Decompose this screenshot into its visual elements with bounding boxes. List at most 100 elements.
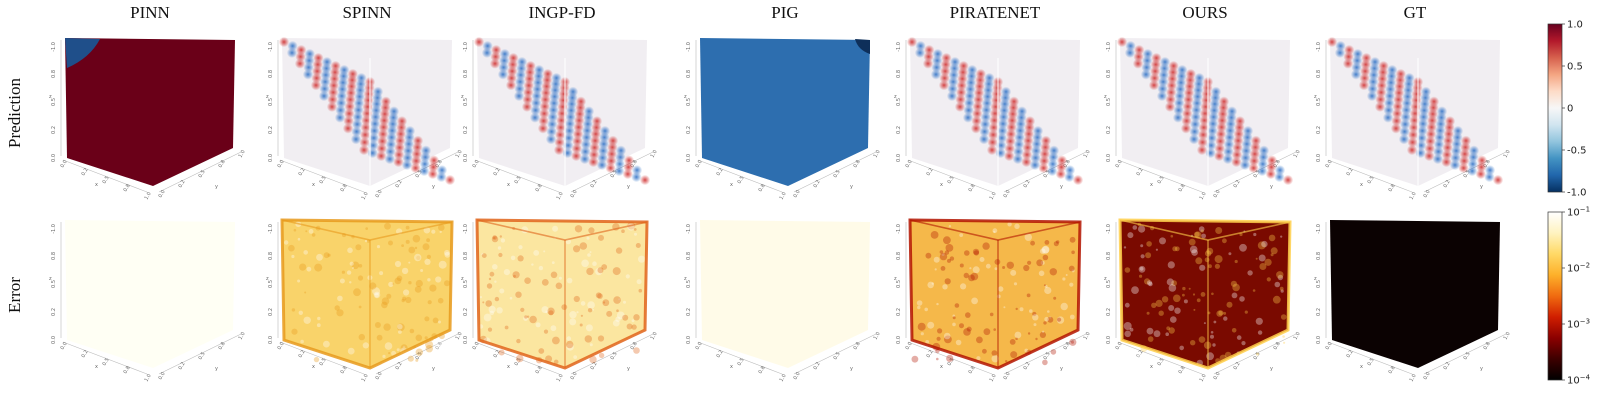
z-tick-label: 0.5 [268,280,274,288]
z-tick-label: 0.2 [1106,126,1112,134]
y-tick-label: 0.0 [1423,189,1432,199]
y-axis-label: y [850,184,853,190]
error-speckle [284,221,451,363]
x-axis-label: x [940,182,943,188]
z-tick-label: -1.0 [1316,42,1322,52]
y-tick-label: 0.5 [1043,351,1052,361]
z-axis-label: z [684,94,687,100]
z-tick-label: 0.5 [268,98,274,106]
lattice-dots [278,36,456,186]
y-axis-label: y [1270,366,1273,372]
x-tick-label: 0.0 [1115,159,1124,169]
y-tick-label: 0.8 [853,159,862,169]
z-tick-label: -1.0 [51,224,57,234]
z-tick-label: 0.8 [1316,252,1322,260]
x-tick-label: 1.0 [1199,373,1208,383]
z-axis-label: z [1314,276,1317,282]
y-tick-label: 0.8 [1483,341,1492,351]
x-tick-label: 0.8 [340,183,349,193]
x-tick-label: 0.0 [60,159,69,169]
x-tick-label: 1.0 [1409,373,1418,383]
z-tick-label: 0.5 [1316,280,1322,288]
y-tick-label: 0.0 [793,371,802,381]
z-tick-label: -1.0 [686,42,692,52]
z-axis-label: z [1104,94,1107,100]
x-tick-label: 0.0 [695,341,704,351]
z-tick-label: 0.2 [463,126,469,134]
y-tick-label: 0.0 [158,371,167,381]
y-tick-label: 0.5 [1463,351,1472,361]
y-tick-label: 1.0 [873,331,882,341]
x-tick-label: 0.5 [1157,175,1166,185]
x-tick-label: 0.8 [1388,365,1397,375]
cube-volume [477,220,647,368]
x-tick-label: 0.0 [905,341,914,351]
y-tick-label: 0.5 [1463,169,1472,179]
y-tick-label: 0.5 [198,169,207,179]
column-titles: PINN SPINN INGP-FD PIG PIRATENET OURS GT [130,3,1427,22]
x-tick-label: 0.2 [1136,349,1145,359]
x-tick-label: 0.0 [472,159,481,169]
y-tick-label: 0.5 [1253,351,1262,361]
z-tick-label: 0.2 [463,308,469,316]
x-tick-label: 0.8 [758,365,767,375]
z-tick-label: 0.8 [51,252,57,260]
y-tick-label: 0.8 [630,159,639,169]
y-tick-label: 0.2 [1443,361,1452,371]
z-axis-label: z [1104,276,1107,282]
y-tick-label: 0.2 [178,361,187,371]
x-tick-label: 0.0 [1115,341,1124,351]
colorbar-tick-label: -1.0 [1567,188,1587,199]
z-tick-label: -1.0 [1316,224,1322,234]
z-tick-label: 0.5 [686,280,692,288]
z-tick-label: 0.5 [686,98,692,106]
y-tick-label: 1.0 [1503,331,1512,341]
z-tick-label: 0.8 [463,252,469,260]
row-labels: Prediction Error [5,78,24,313]
colorbar-tick-label: 1.0 [1567,20,1583,31]
x-tick-label: 0.0 [1325,159,1334,169]
panel-error-gt: -1.0 0.8 0.5 0.2 0.0 z 0.0 0.2 0.5 0.8 1.0 x 0.0 0.2 0… [1314,220,1512,383]
x-tick-label: 0.5 [947,175,956,185]
x-tick-label: 0.2 [1346,167,1355,177]
x-axis-label: x [312,182,315,188]
panel-prediction-pinn: -1.0 0.8 0.5 0.2 0.0 z 0.0 0.2 0.5 0.8 1.0 x 0.0 0.2 0… [49,38,247,201]
colorbar-tick-label: 0.5 [1567,62,1583,73]
x-tick-label: 0.8 [340,365,349,375]
z-tick-label: -1.0 [1106,224,1112,234]
y-tick-label: 0.0 [1213,189,1222,199]
x-tick-label: 0.8 [123,183,132,193]
y-axis-label: y [215,366,218,372]
row-label-prediction: Prediction [5,78,24,148]
panel-prediction-pig: -1.0 0.8 0.5 0.2 0.0 z 0.0 0.2 0.5 0.8 1.0 x 0.0 0.2 0… [684,38,882,201]
z-tick-label: 0.2 [1106,308,1112,316]
z-tick-label: 0.0 [463,154,469,162]
z-tick-label: -1.0 [896,42,902,52]
z-tick-label: 0.5 [896,98,902,106]
z-tick-label: 0.2 [1316,126,1322,134]
y-tick-label: 0.8 [853,341,862,351]
x-axis-label: x [730,364,733,370]
x-tick-label: 0.2 [493,167,502,177]
y-tick-label: 0.0 [1003,371,1012,381]
z-axis-label: z [894,94,897,100]
x-axis-label: x [312,364,315,370]
x-tick-label: 0.0 [472,341,481,351]
panel-error-spinn: -1.0 0.8 0.5 0.2 0.0 z 0.0 0.2 0.5 0.8 1.0 x 0.0 0.2 0… [266,218,464,383]
column-title-spinn: SPINN [342,3,391,22]
cube-volume [65,38,235,186]
panel-prediction-ours: -1.0 0.8 0.5 0.2 0.0 z 0.0 0.2 0.5 0.8 1.0 x 0.0 0.2 0… [1104,36,1302,201]
z-tick-label: 0.8 [686,252,692,260]
colorbar-tick-label: -0.5 [1567,146,1587,157]
z-tick-label: -1.0 [1106,42,1112,52]
column-title-pig: PIG [771,3,798,22]
y-tick-label: 0.2 [178,179,187,189]
z-axis-label: z [1314,94,1317,100]
y-axis-label: y [432,366,435,372]
x-tick-label: 1.0 [779,373,788,383]
z-tick-label: 0.8 [686,70,692,78]
x-tick-label: 0.0 [905,159,914,169]
y-tick-label: 1.0 [238,149,247,159]
colorbar-tick-label: 10−2 [1567,262,1590,275]
x-axis-label: x [95,182,98,188]
